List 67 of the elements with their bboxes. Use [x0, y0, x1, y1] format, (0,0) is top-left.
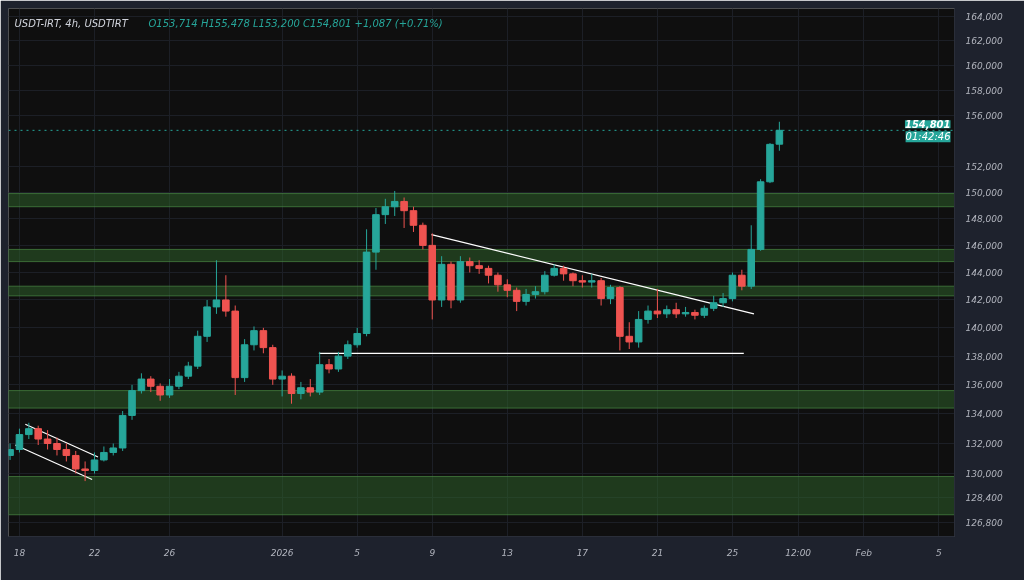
candlestick [719, 292, 727, 308]
candlestick [606, 284, 615, 305]
candlestick [259, 327, 268, 354]
y-tick-label: 144,000 [965, 267, 1003, 278]
ref-line-label: 154,801 [904, 119, 951, 131]
y-tick-label: 138,000 [965, 351, 1003, 362]
y-tick-label: 126,800 [965, 518, 1003, 528]
x-tick-label: 18 [13, 547, 26, 558]
y-tick-label: 142,000 [965, 295, 1003, 306]
candlestick [691, 309, 699, 320]
candlestick [15, 428, 24, 453]
x-tick-label: 17 [576, 547, 589, 558]
candlestick [90, 451, 99, 475]
y-tick-label: 148,000 [965, 214, 1003, 225]
candlestick [212, 259, 221, 315]
candlestick [325, 358, 333, 374]
candlestick [353, 327, 361, 349]
candlestick [81, 460, 89, 482]
candlestick [287, 372, 296, 405]
x-tick-label: 12:00 [785, 547, 812, 558]
candlestick [522, 288, 530, 307]
annotation: 01:42:46 [905, 131, 951, 143]
x-tick-label: 13 [501, 547, 514, 558]
y-tick-label: 160,000 [965, 60, 1003, 71]
candlestick [541, 270, 549, 295]
x-tick-label: 26 [163, 547, 176, 558]
x-tick-label: 5 [936, 547, 942, 558]
candlestick [409, 206, 418, 233]
y-tick-label: 140,000 [965, 323, 1003, 334]
x-tick-label: 5 [354, 547, 361, 558]
y-tick-label: 150,000 [965, 187, 1003, 198]
x-tick-label: 22 [88, 547, 101, 558]
y-tick-label: 146,000 [965, 240, 1003, 251]
y-tick-label: 130,000 [965, 469, 1003, 480]
candlestick [390, 190, 399, 217]
text: O153,714 H155,478 L153,200 C154,801 +1,087 (+0.71%) [148, 17, 443, 29]
y-tick-label: 134,000 [965, 409, 1003, 420]
y-tick-label: 152,000 [965, 161, 1003, 172]
x-tick-label: 25 [726, 547, 739, 558]
x-tick-label: 21 [651, 547, 664, 558]
x-tick-label: 9 [429, 547, 436, 558]
candlestick [334, 351, 343, 373]
text: USDT-IRT, 4h, USDTIRT [14, 17, 129, 29]
x-tick-label: 2026 [270, 547, 294, 558]
y-tick-label: 132,000 [965, 439, 1003, 450]
candlestick [400, 197, 408, 229]
candlestick [653, 288, 662, 319]
candlestick [728, 271, 737, 302]
candlestick [222, 274, 230, 318]
y-tick-label: 128,400 [965, 493, 1003, 504]
candlestick [165, 378, 174, 399]
candlestick [278, 369, 286, 397]
x-tick-label: Feb [855, 547, 873, 558]
candlestick [512, 287, 521, 312]
y-tick-label: 158,000 [965, 85, 1003, 96]
candlestick [71, 450, 80, 475]
y-tick-label: 162,000 [965, 36, 1003, 47]
candlestick [297, 381, 305, 400]
candlestick [34, 425, 42, 446]
y-tick-label: 164,000 [965, 12, 1003, 23]
candlestick [494, 271, 502, 293]
candlestick [250, 325, 258, 351]
candlestick [738, 269, 746, 291]
y-tick-label: 136,000 [965, 380, 1003, 391]
candlestick [597, 277, 605, 307]
y-tick-label: 156,000 [965, 110, 1003, 121]
candlestick [344, 340, 352, 360]
